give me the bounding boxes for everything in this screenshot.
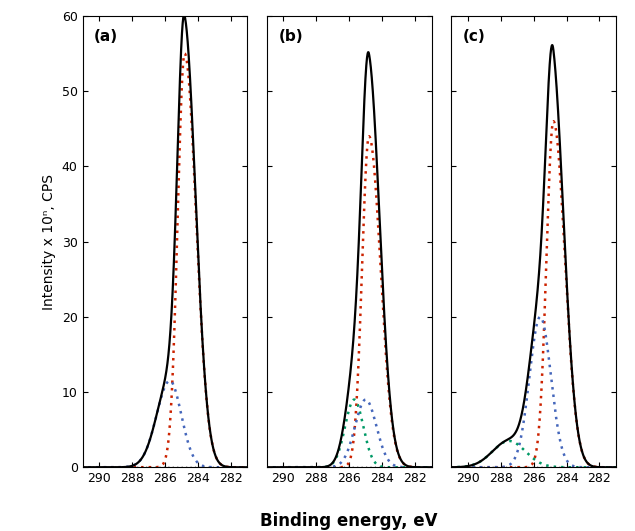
Y-axis label: Intensity x 10ⁿ, CPS: Intensity x 10ⁿ, CPS [42, 174, 56, 310]
Text: (a): (a) [94, 30, 118, 45]
Text: (b): (b) [279, 30, 303, 45]
Text: Binding energy, eV: Binding energy, eV [260, 512, 438, 530]
Text: (c): (c) [463, 30, 486, 45]
